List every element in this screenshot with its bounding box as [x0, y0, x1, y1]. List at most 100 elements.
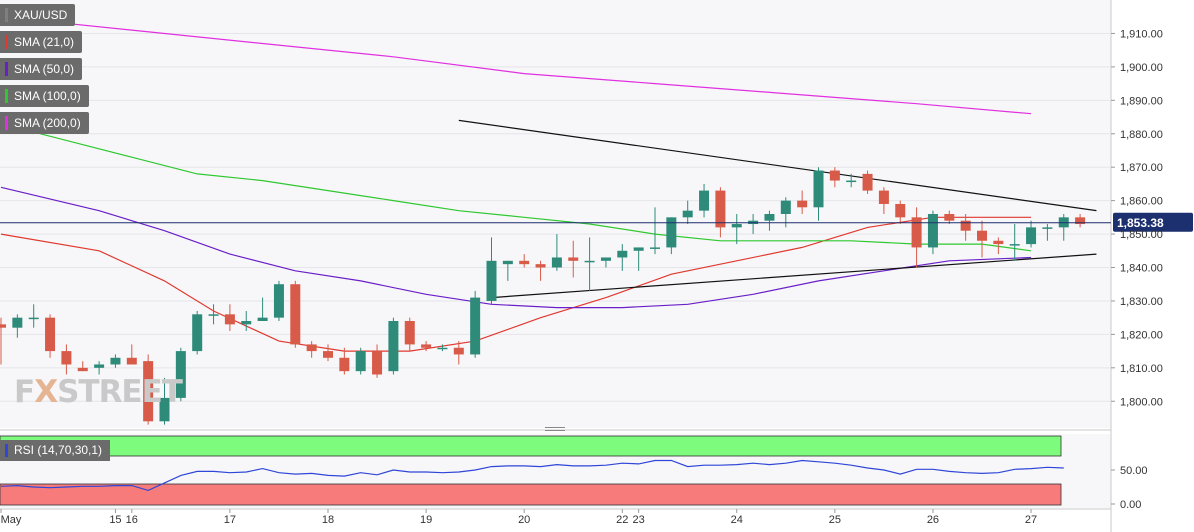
candle [977, 220, 987, 258]
candle [175, 347, 186, 402]
candle [633, 247, 644, 271]
logo-x: X [34, 374, 58, 410]
x-tick-label: May [1, 514, 22, 526]
candle-body [535, 264, 546, 268]
y-tick-label: 1,820.00 [1120, 329, 1163, 341]
candle [192, 310, 203, 355]
candle [502, 260, 513, 281]
y-tick-label: 1,860.00 [1120, 196, 1163, 208]
x-tick-label: 25 [829, 514, 841, 526]
candle [0, 317, 6, 365]
candle [437, 344, 448, 352]
candle [224, 304, 235, 332]
candle [290, 280, 301, 348]
legend-sma-100[interactable]: SMA (100,0) [0, 85, 89, 107]
candle [764, 210, 775, 231]
candle [273, 280, 284, 321]
y-tick-label: 1,870.00 [1120, 162, 1163, 174]
candle [862, 170, 873, 194]
candle-body [470, 297, 481, 355]
candle [715, 187, 726, 238]
candle-body [208, 314, 219, 316]
candlesticks [0, 167, 1086, 425]
candle [306, 341, 317, 358]
rsi-tick-label: 0.00 [1120, 499, 1141, 511]
legend-sma-200[interactable]: SMA (200,0) [0, 112, 89, 134]
candle-body [1042, 227, 1053, 229]
candle-body [372, 351, 383, 375]
candle-body [764, 214, 775, 221]
candle-body [77, 367, 88, 372]
candle [94, 361, 105, 375]
candle-body [944, 214, 955, 221]
y-tick-label: 1,830.00 [1120, 296, 1163, 308]
candle-body [502, 260, 513, 265]
panel-resize-handle [545, 427, 565, 428]
legend-label: XAU/USD [14, 8, 68, 22]
candle-body [94, 364, 105, 368]
candle-body [682, 210, 693, 218]
x-tick-label: 27 [1025, 514, 1037, 526]
candle-body [960, 220, 971, 231]
candle [77, 361, 88, 372]
legend-xauusd[interactable]: XAU/USD [0, 4, 76, 26]
candle-body [486, 260, 497, 301]
candle [372, 344, 383, 378]
candle-body [699, 190, 710, 211]
candle-body [61, 351, 72, 365]
time-axis: May 15 16 17 18 19 20 22 23 24 25 26 27 [0, 509, 1037, 526]
candle [159, 377, 170, 425]
sma-line-2 [0, 123, 1032, 252]
candle [519, 254, 530, 268]
legend-sma-50[interactable]: SMA (50,0) [0, 58, 83, 80]
legend-swatch [5, 35, 8, 49]
x-tick-label: 16 [126, 514, 138, 526]
legend-label: SMA (200,0) [14, 116, 81, 130]
candle-body [404, 321, 415, 345]
candle [486, 237, 497, 305]
candle-body [45, 317, 56, 352]
candle [797, 190, 808, 214]
candle-body [911, 217, 922, 248]
y-tick-label: 1,800.00 [1120, 396, 1163, 408]
rsi-legend-label: RSI (14,70,30,1) [14, 443, 103, 457]
candle-body [927, 214, 938, 248]
candle-body [519, 260, 530, 265]
x-tick-label: 24 [731, 514, 743, 526]
candle-body [126, 357, 137, 365]
rsi-legend[interactable]: RSI (14,70,30,1) [0, 440, 111, 461]
candle [1075, 214, 1086, 228]
candle-body [551, 257, 562, 268]
candle-body [273, 284, 284, 318]
legend-label: SMA (21,0) [14, 35, 75, 49]
candle-body [846, 180, 857, 183]
candle-body [257, 317, 268, 321]
legend-swatch [5, 8, 8, 22]
candle [355, 347, 366, 375]
candle-body [0, 324, 6, 328]
candle-body [355, 351, 366, 372]
candle [813, 167, 824, 221]
candle [650, 207, 660, 255]
candle [895, 200, 906, 225]
x-tick-label: 20 [518, 514, 530, 526]
candle [699, 183, 710, 218]
candle-body [388, 321, 399, 372]
candle [388, 317, 399, 375]
logo-street: STREET [57, 374, 183, 410]
candle [584, 237, 595, 291]
legend-sma-21[interactable]: SMA (21,0) [0, 31, 83, 53]
y-tick-label: 1,810.00 [1120, 363, 1163, 375]
candle-body [862, 173, 873, 191]
legend-swatch [5, 444, 8, 457]
candle [126, 344, 137, 365]
candle-body [633, 247, 644, 251]
candle [535, 260, 546, 281]
candle [470, 290, 481, 358]
candle-body [829, 170, 840, 181]
candle-body [224, 314, 235, 325]
candle-body [323, 351, 333, 358]
candle-body [1075, 217, 1086, 225]
candle [1009, 224, 1020, 261]
